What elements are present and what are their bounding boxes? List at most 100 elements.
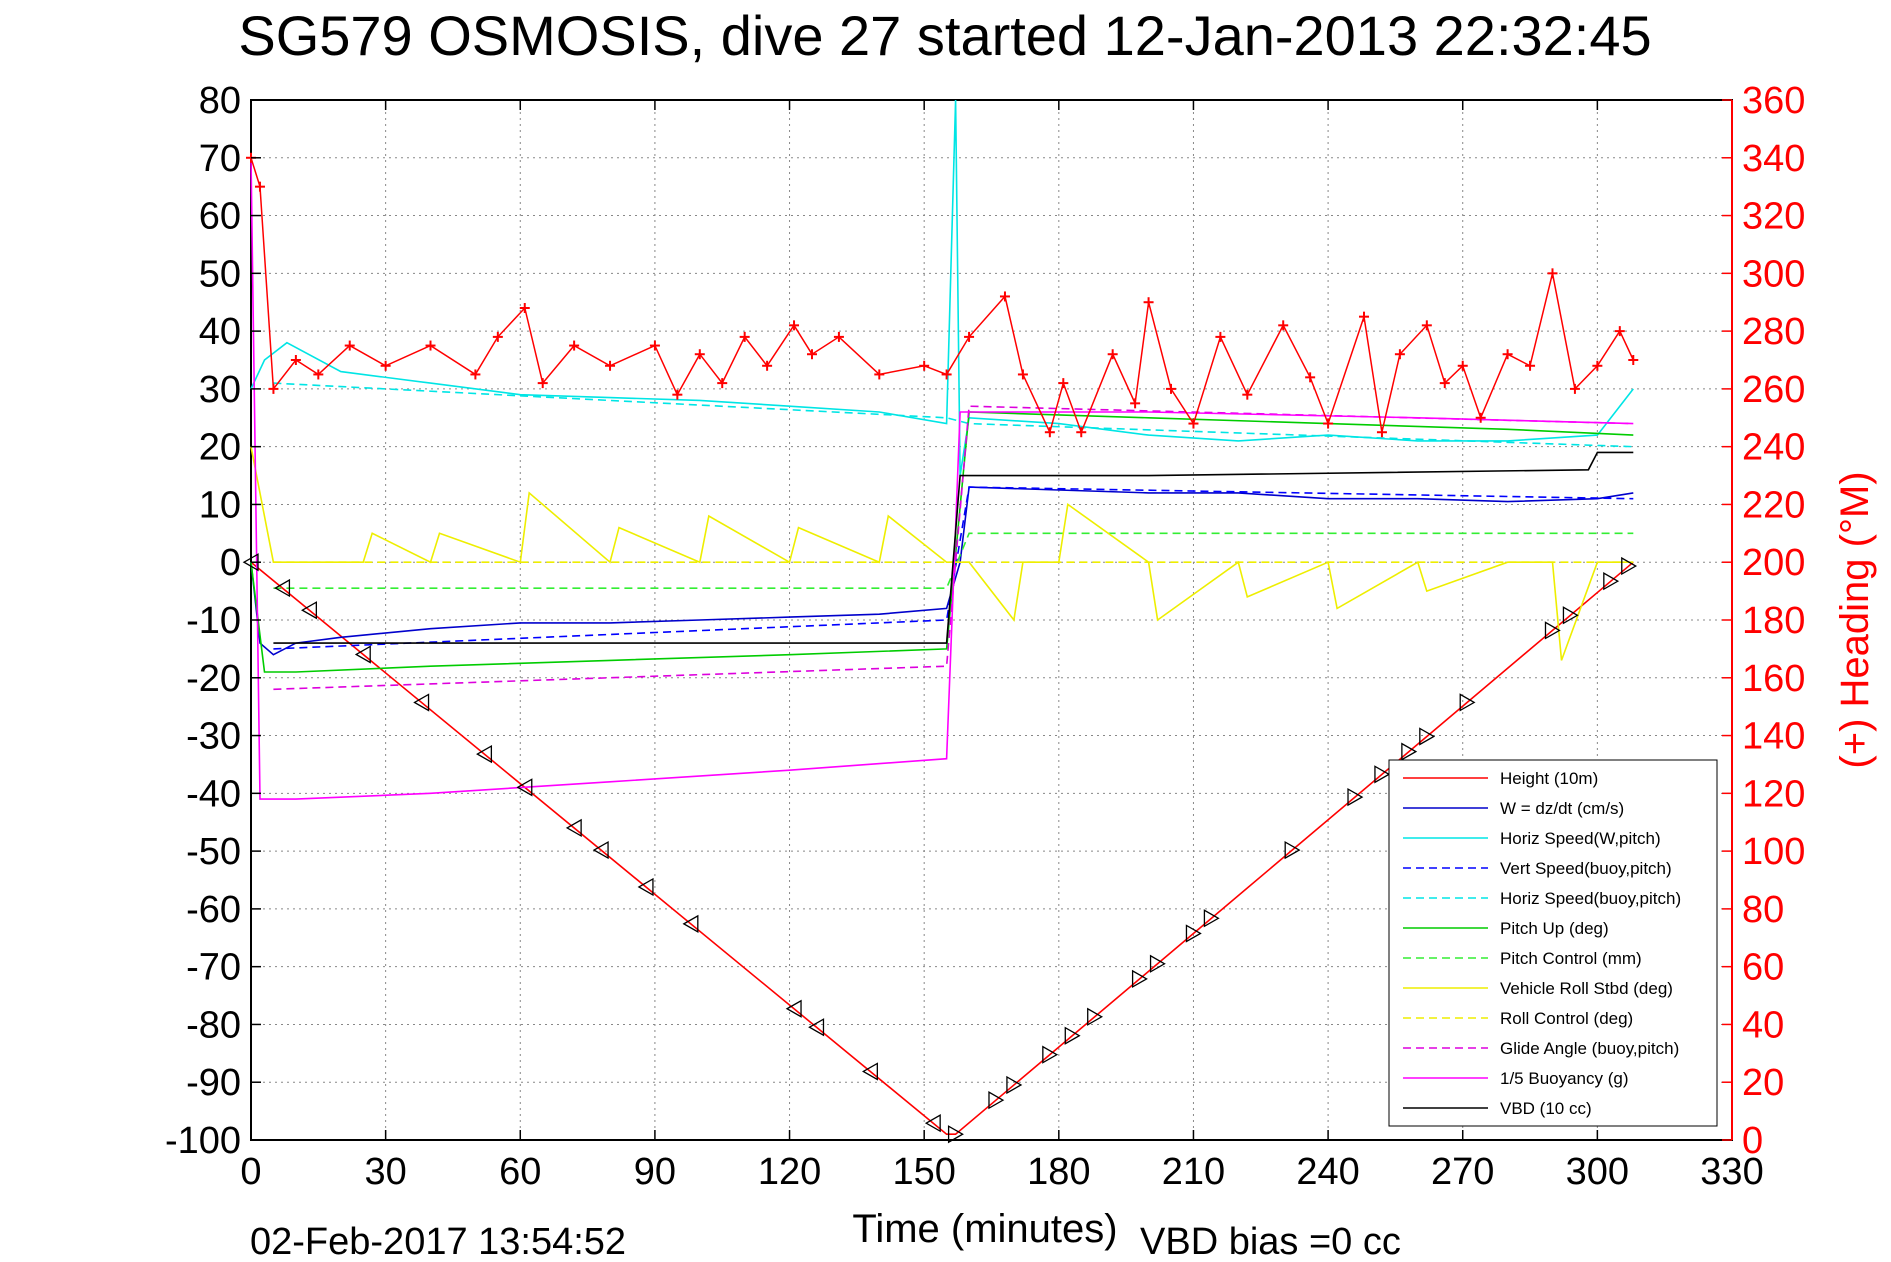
heading-point	[874, 369, 885, 380]
x-tick-label: 240	[1296, 1151, 1359, 1193]
heading-point	[964, 331, 975, 342]
height-marker	[565, 818, 582, 838]
height-marker	[1603, 572, 1620, 591]
heading-point	[290, 355, 301, 365]
heading-point	[344, 340, 355, 351]
heading-point	[1569, 383, 1580, 394]
y2-tick-label: 300	[1742, 253, 1805, 295]
heading-point	[941, 369, 952, 380]
y-tick-label: 50	[199, 253, 241, 295]
y-tick-label: 10	[199, 484, 241, 526]
height-marker	[1401, 742, 1418, 761]
height-marker	[785, 999, 802, 1018]
heading-point	[739, 331, 750, 342]
heading-point	[1547, 268, 1558, 279]
heading-point	[1166, 383, 1177, 394]
y-axis-ticks: -100-90-80-70-60-50-40-30-20-10010203040…	[165, 80, 261, 1162]
height-marker	[1544, 621, 1561, 640]
x-tick-label: 150	[892, 1151, 955, 1193]
heading-point	[1394, 349, 1405, 360]
x-tick-label: 120	[758, 1151, 821, 1193]
y2-tick-label: 320	[1742, 196, 1805, 238]
legend-label: Pitch Up (deg)	[1500, 919, 1609, 938]
y-tick-label: 80	[199, 80, 241, 122]
height-marker	[682, 914, 699, 933]
y2-tick-label: 220	[1742, 484, 1805, 526]
y-tick-label: -10	[186, 600, 241, 642]
heading-point	[1215, 331, 1226, 342]
height-marker	[1374, 765, 1391, 784]
y2-tick-label: 20	[1742, 1062, 1784, 1104]
height-marker	[1064, 1026, 1081, 1045]
heading-point	[1130, 398, 1141, 409]
heading-point	[1107, 349, 1118, 360]
heading-point	[569, 340, 580, 351]
legend-label: VBD (10 cc)	[1500, 1099, 1592, 1118]
legend-label: Roll Control (deg)	[1500, 1009, 1633, 1028]
heading-point	[1502, 349, 1513, 360]
heading-point	[1017, 369, 1028, 380]
height-marker	[1042, 1045, 1059, 1064]
series-line-heading	[250, 157, 1634, 435]
series-line-pitch-up-deg	[250, 411, 1634, 673]
heading-point	[425, 340, 436, 351]
heading-point	[1592, 360, 1603, 371]
height-marker	[1203, 909, 1220, 928]
heading-point	[254, 181, 265, 192]
height-marker	[274, 578, 291, 598]
y-tick-label: 60	[199, 196, 241, 238]
legend-label: Vert Speed(buoy,pitch)	[1500, 859, 1672, 878]
x-tick-label: 300	[1566, 1151, 1629, 1193]
vbd-bias: VBD bias =0 cc	[1140, 1221, 1401, 1262]
heading-point	[380, 360, 391, 371]
height-marker	[413, 693, 430, 712]
y-tick-label: -30	[186, 716, 241, 758]
heading-point	[1525, 360, 1536, 371]
height-marker	[1419, 727, 1436, 746]
y2-axis-ticks: 0 20 40 60 80 100 120 140 160 180 200 220 240 260 280 3…	[1722, 80, 1805, 1162]
heading-point	[1457, 360, 1468, 371]
legend-label: 1/5 Buoyancy (g)	[1500, 1069, 1629, 1088]
heading-point	[1242, 389, 1253, 400]
heading-point	[1439, 378, 1450, 389]
legend-label: Height (10m)	[1500, 769, 1598, 788]
y2-axis-label: (+) Heading (°M)	[1833, 471, 1877, 768]
legend-label: Pitch Control (mm)	[1500, 949, 1642, 968]
legend: Height (10m) W = dz/dt (cm/s) Horiz Speed(…	[1388, 759, 1718, 1127]
y-tick-label: 0	[220, 542, 241, 584]
legend-label: Horiz Speed(W,pitch)	[1500, 829, 1661, 848]
y-tick-label: -20	[186, 658, 241, 700]
series-line-horiz-speed-buoy-pitch	[273, 382, 1634, 448]
heading-point	[313, 369, 324, 380]
heading-point	[806, 349, 817, 360]
y2-tick-label: 0	[1742, 1120, 1763, 1162]
heading-point	[519, 303, 530, 313]
y2-tick-label: 240	[1742, 427, 1805, 469]
height-marker	[301, 601, 317, 620]
y2-tick-label: 260	[1742, 369, 1805, 411]
legend-box	[1388, 759, 1718, 1127]
y2-tick-label: 360	[1742, 80, 1805, 122]
series-line-1-5-buoyancy-g	[250, 157, 1634, 800]
series-line-height-10m	[250, 561, 1634, 1135]
heading-point	[1044, 427, 1055, 438]
y-tick-label: -60	[186, 889, 241, 931]
heading-point	[1323, 418, 1334, 429]
y2-tick-label: 80	[1742, 889, 1784, 931]
y2-tick-label: 340	[1742, 138, 1805, 180]
y-tick-label: -100	[165, 1120, 241, 1162]
heading-point	[1278, 320, 1289, 331]
grid	[251, 100, 1732, 1140]
heading-point	[694, 349, 705, 360]
height-marker	[1284, 840, 1301, 860]
height-marker	[862, 1062, 878, 1081]
x-tick-label: 180	[1027, 1151, 1090, 1193]
heading-point	[470, 369, 481, 380]
series-layer	[242, 99, 1638, 1144]
heading-point	[1188, 418, 1199, 429]
height-marker	[476, 744, 493, 764]
y2-tick-label: 280	[1742, 311, 1805, 353]
heading-point	[717, 378, 728, 389]
heading-point	[492, 331, 503, 342]
heading-point	[1058, 378, 1069, 389]
